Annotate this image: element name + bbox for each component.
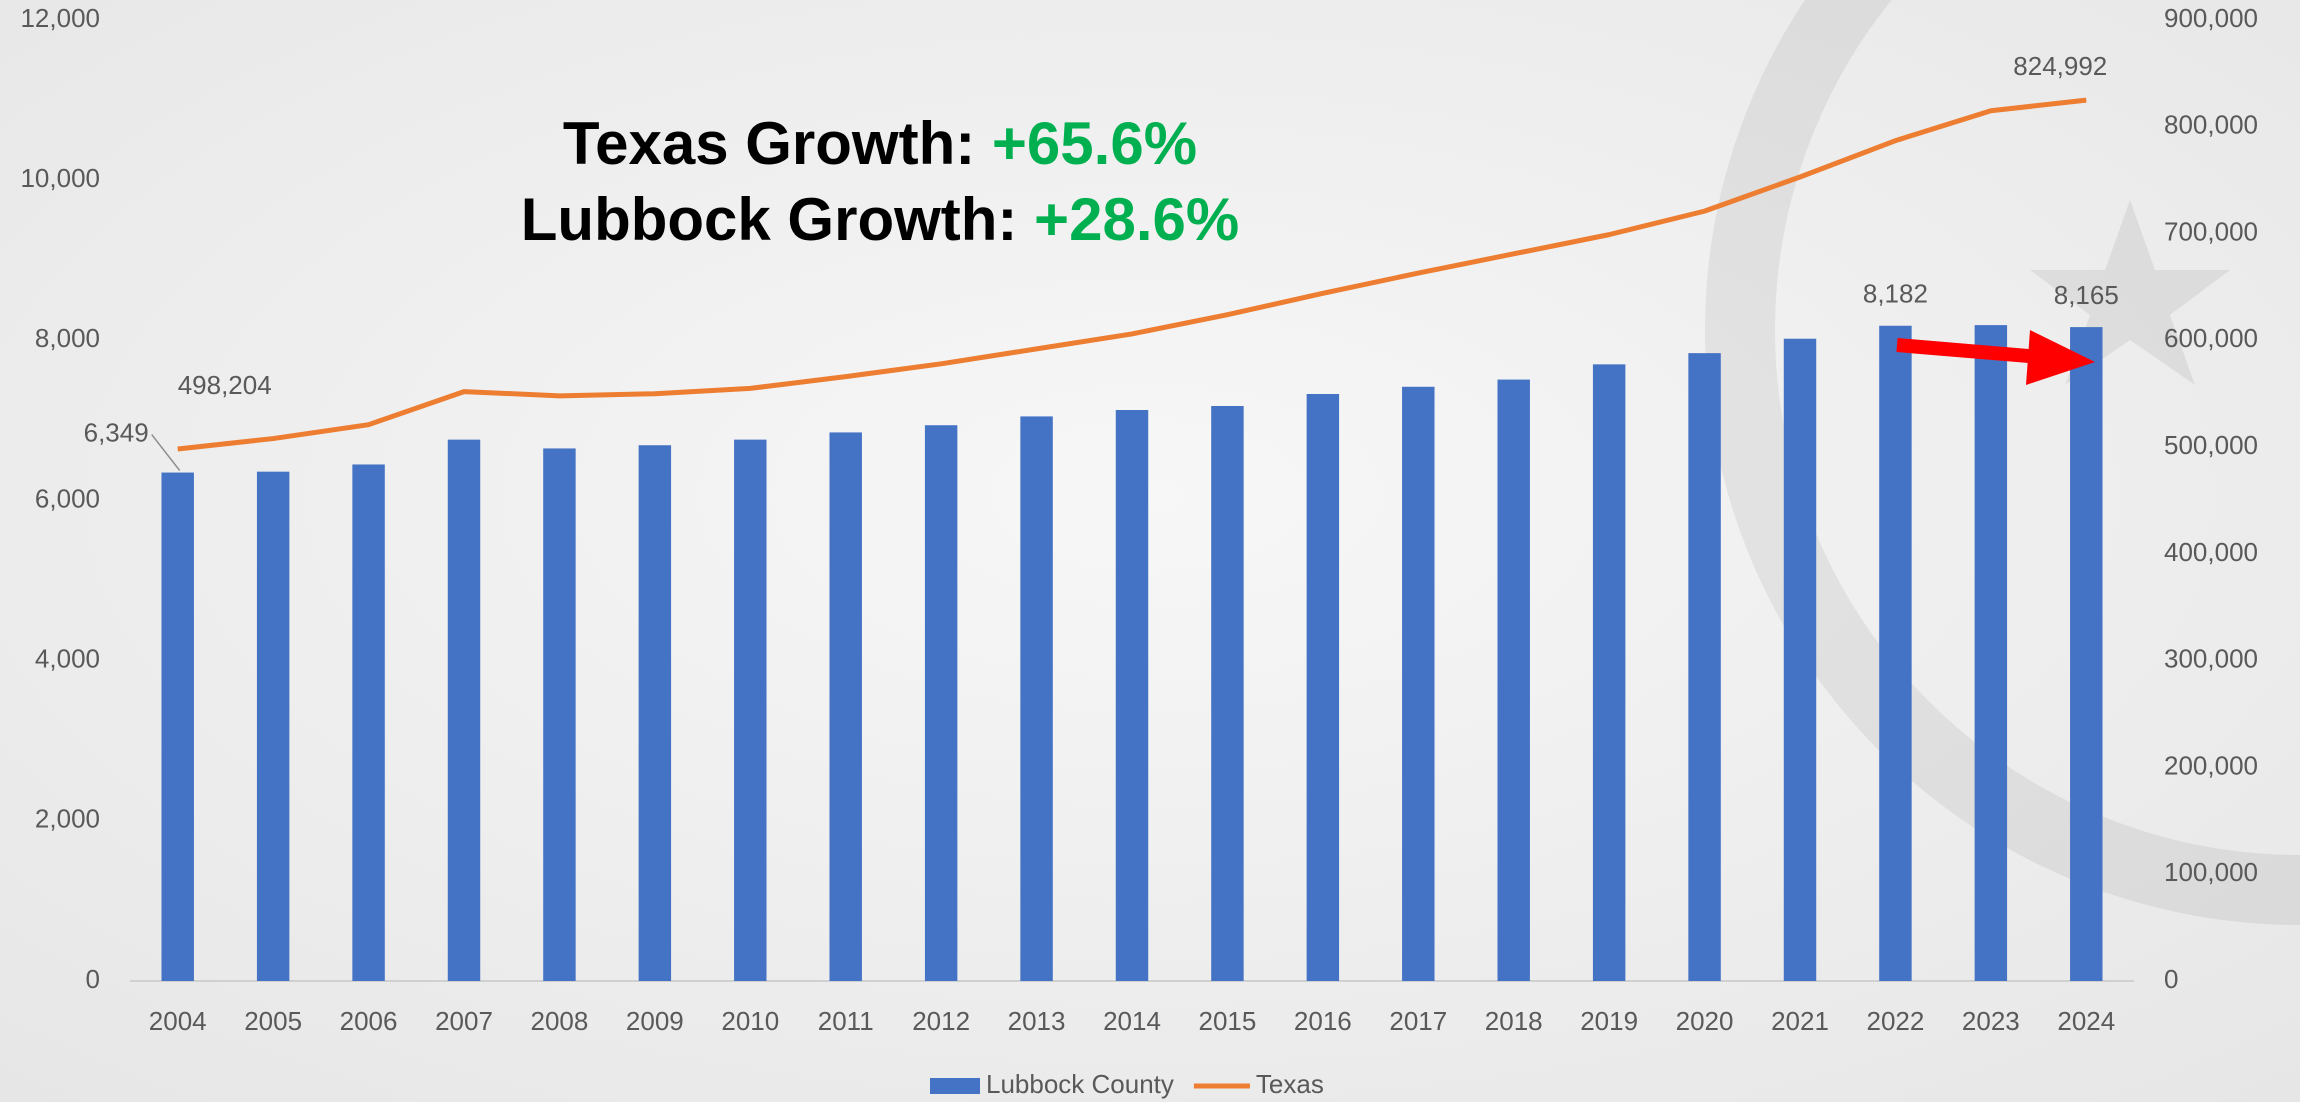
y2-tick-label: 300,000 bbox=[2164, 644, 2258, 674]
bar bbox=[1688, 353, 1721, 981]
bar bbox=[543, 448, 576, 982]
data-label: 8,182 bbox=[1863, 279, 1928, 309]
y-tick-label: 12,000 bbox=[20, 3, 100, 33]
annotation: Texas Growth: +65.6% bbox=[563, 110, 1197, 177]
x-tick-label: 2020 bbox=[1676, 1006, 1734, 1036]
bar bbox=[352, 464, 385, 981]
watermark bbox=[1705, 0, 2300, 925]
x-tick-label: 2021 bbox=[1771, 1006, 1829, 1036]
bar bbox=[734, 439, 767, 981]
line bbox=[177, 97, 2087, 452]
legend-label: Texas bbox=[1256, 1069, 1324, 1099]
annotation: Lubbock Growth: +28.6% bbox=[521, 186, 1239, 253]
y-tick-label: 8,000 bbox=[35, 323, 100, 353]
x-tick-label: 2011 bbox=[818, 1006, 874, 1036]
leader-line bbox=[151, 434, 181, 472]
bar bbox=[1402, 386, 1435, 981]
data-label: 8,165 bbox=[2054, 280, 2119, 310]
bar bbox=[1783, 338, 1817, 981]
bar bbox=[1306, 393, 1340, 982]
bar bbox=[924, 425, 958, 981]
bar bbox=[1115, 410, 1149, 981]
data-label: 498,204 bbox=[178, 370, 272, 400]
x-tick-label: 2009 bbox=[626, 1006, 684, 1036]
y2-tick-label: 100,000 bbox=[2164, 857, 2258, 887]
bar bbox=[447, 439, 481, 981]
x-tick-label: 2014 bbox=[1103, 1006, 1161, 1036]
y2-tick-label: 200,000 bbox=[2164, 750, 2258, 780]
y2-tick-label: 900,000 bbox=[2164, 3, 2258, 33]
annotation-value: +65.6% bbox=[992, 110, 1197, 177]
y2-tick-label: 500,000 bbox=[2164, 430, 2258, 460]
bar bbox=[1211, 406, 1244, 981]
x-tick-label: 2005 bbox=[244, 1006, 302, 1036]
bar bbox=[1974, 325, 2008, 981]
bar bbox=[638, 445, 672, 981]
x-tick-label: 2023 bbox=[1962, 1006, 2020, 1036]
y2-tick-label: 800,000 bbox=[2164, 110, 2258, 140]
bar bbox=[1879, 325, 1912, 981]
bar bbox=[161, 472, 194, 981]
x-tick-label: 2007 bbox=[435, 1006, 493, 1036]
x-tick-label: 2013 bbox=[1008, 1006, 1066, 1036]
data-label: 824,992 bbox=[2013, 51, 2107, 81]
annotation-label: Lubbock Growth: bbox=[521, 186, 1034, 253]
x-tick-label: 2008 bbox=[531, 1006, 589, 1036]
x-tick-label: 2015 bbox=[1199, 1006, 1257, 1036]
x-tick-label: 2006 bbox=[340, 1006, 398, 1036]
red-arrow bbox=[1896, 330, 2095, 385]
legend-label: Lubbock County bbox=[986, 1069, 1174, 1099]
bar bbox=[1020, 416, 1053, 982]
y2-tick-label: 700,000 bbox=[2164, 216, 2258, 246]
bar bbox=[1497, 379, 1530, 981]
x-tick-label: 2012 bbox=[912, 1006, 970, 1036]
x-tick-label: 2018 bbox=[1485, 1006, 1543, 1036]
y-tick-label: 4,000 bbox=[35, 644, 100, 674]
y2-tick-label: 400,000 bbox=[2164, 537, 2258, 567]
bar bbox=[829, 432, 862, 981]
x-tick-label: 2004 bbox=[149, 1006, 207, 1036]
bar bbox=[2070, 327, 2103, 981]
x-tick-label: 2024 bbox=[2057, 1006, 2115, 1036]
y2-tick-label: 600,000 bbox=[2164, 323, 2258, 353]
data-label: 6,349 bbox=[84, 417, 149, 447]
bar bbox=[1592, 364, 1626, 981]
y-tick-label: 0 bbox=[86, 964, 100, 994]
y-tick-label: 6,000 bbox=[35, 483, 100, 513]
x-tick-label: 2017 bbox=[1389, 1006, 1447, 1036]
x-tick-label: 2019 bbox=[1580, 1006, 1638, 1036]
x-tick-label: 2016 bbox=[1294, 1006, 1352, 1036]
annotation-label: Texas Growth: bbox=[563, 110, 992, 177]
y-tick-label: 10,000 bbox=[20, 163, 100, 193]
y2-tick-label: 0 bbox=[2164, 964, 2178, 994]
x-tick-label: 2022 bbox=[1867, 1006, 1925, 1036]
legend-swatch bbox=[930, 1078, 980, 1094]
annotation-value: +28.6% bbox=[1034, 186, 1239, 253]
x-tick-label: 2010 bbox=[721, 1006, 779, 1036]
bar bbox=[256, 471, 290, 981]
y-tick-label: 2,000 bbox=[35, 804, 100, 834]
